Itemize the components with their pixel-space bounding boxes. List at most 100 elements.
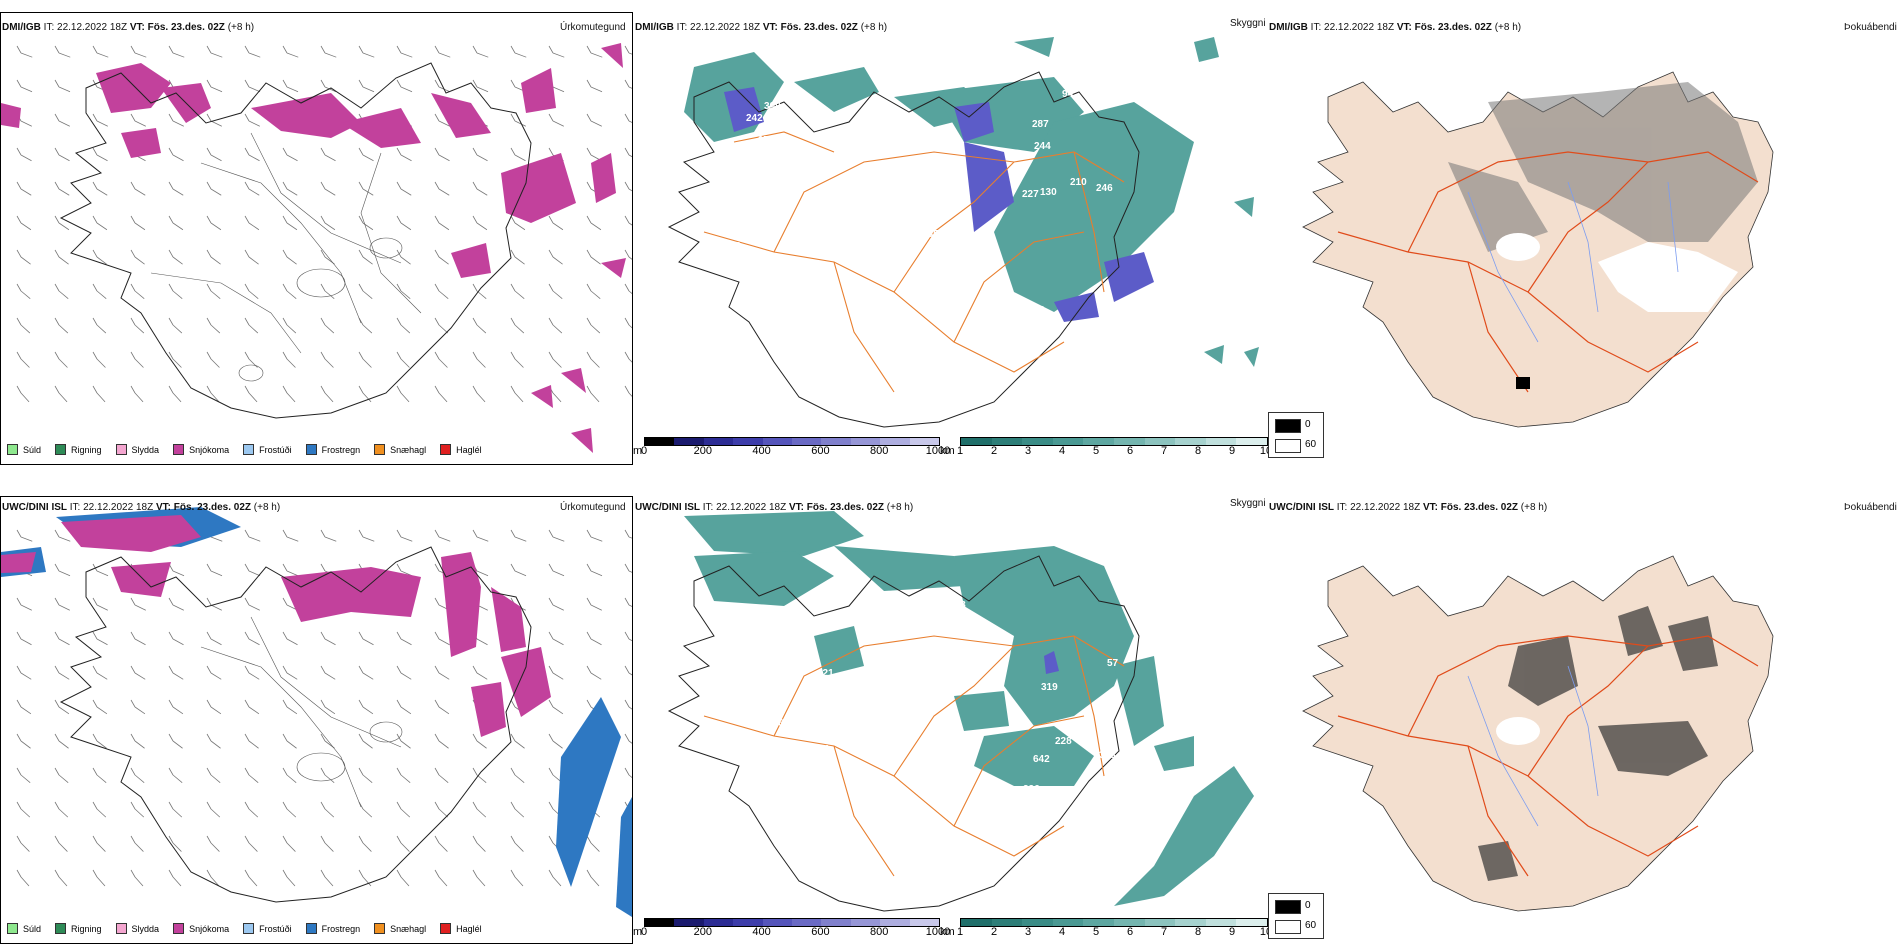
wind-barb bbox=[54, 283, 69, 299]
colorbar-tick: 0 bbox=[640, 926, 648, 938]
visibility-panel-bottom: 319 228 188 236 387 760 695 254 642 57 985 51 404 456… bbox=[634, 496, 1268, 916]
wind-barb bbox=[472, 767, 487, 784]
visibility-value-label: 80 bbox=[836, 133, 848, 144]
wind-barb bbox=[510, 733, 525, 749]
legend-label: Slydda bbox=[131, 444, 160, 455]
wind-barb bbox=[358, 45, 375, 58]
wind-barb bbox=[358, 631, 374, 646]
visibility-panel-top: 244 202 001 261 162 189 170 56 176 130 387 52 227 246… bbox=[634, 12, 1268, 432]
wind-barb bbox=[92, 45, 109, 58]
legend-label: Rigning bbox=[71, 444, 102, 455]
wind-barb bbox=[54, 215, 70, 231]
colorbar-segment bbox=[880, 919, 910, 926]
wind-barb bbox=[130, 733, 145, 749]
wind-barb bbox=[320, 45, 337, 58]
wind-barb bbox=[320, 699, 336, 715]
wind-barb bbox=[244, 79, 261, 93]
visibility-unit-top: km bbox=[940, 445, 955, 457]
wind-barb bbox=[510, 147, 526, 162]
wind-barb bbox=[206, 665, 222, 680]
colorbar-tick: 7 bbox=[1160, 445, 1168, 457]
wind-barb bbox=[244, 181, 260, 196]
precip-legend-bottom: Súld Rigning Slydda Snjókoma Frostúði Frostre… bbox=[7, 923, 482, 934]
wind-barb bbox=[92, 147, 108, 162]
fog-map-bottom bbox=[1302, 555, 1774, 912]
visibility-value-label: 76 bbox=[894, 261, 906, 272]
visibility-value-label: 287 bbox=[1032, 119, 1049, 130]
wind-barb bbox=[548, 45, 565, 58]
wind-barb bbox=[396, 317, 411, 334]
fog-legend-top: 0 60 bbox=[1268, 412, 1324, 458]
wind-barb bbox=[92, 699, 108, 715]
visibility-value-label: 157 bbox=[900, 237, 917, 248]
visibility-value-label: 421 bbox=[817, 668, 834, 679]
wind-barb bbox=[624, 317, 632, 329]
visibility-value-label: 188 bbox=[949, 600, 966, 611]
wind-barb bbox=[586, 835, 600, 852]
visibility-value-label: 130 bbox=[1040, 187, 1057, 198]
wind-barb bbox=[92, 631, 108, 646]
wind-barb bbox=[472, 733, 487, 749]
colorbar-segment bbox=[703, 919, 734, 926]
header-precip-bottom: UWC/DINI ISL IT: 22.12.2022 18Z VT: Fös.… bbox=[2, 502, 281, 513]
visibility-value-label: 254 bbox=[779, 750, 796, 761]
wind-barb bbox=[244, 767, 259, 784]
wind-barb bbox=[282, 631, 298, 646]
fog-roads bbox=[1337, 635, 1759, 877]
wind-barb bbox=[320, 385, 334, 403]
wind-barb bbox=[206, 317, 221, 334]
wind-barb bbox=[434, 529, 451, 542]
wind-barb bbox=[396, 147, 412, 162]
legend-label: Súld bbox=[23, 444, 42, 455]
wind-barb bbox=[206, 835, 220, 852]
wind-barb bbox=[434, 869, 448, 887]
legend-swatch bbox=[305, 444, 317, 455]
wind-barb bbox=[92, 351, 106, 368]
wind-barb bbox=[434, 385, 448, 403]
legend-item: Rigning bbox=[55, 923, 102, 934]
wind-barb bbox=[548, 283, 563, 299]
legend-item: Slydda bbox=[115, 923, 159, 934]
wind-barb bbox=[624, 45, 632, 55]
legend-swatch bbox=[440, 444, 452, 455]
wind-barb bbox=[548, 699, 564, 715]
wind-barb bbox=[130, 385, 144, 403]
legend-item: Snæhagl bbox=[374, 444, 426, 455]
wind-barb bbox=[92, 563, 109, 577]
legend-item: Snjókoma bbox=[173, 444, 229, 455]
wind-barb bbox=[16, 529, 33, 542]
wind-barb bbox=[624, 147, 632, 158]
wind-barb bbox=[624, 181, 632, 192]
wind-barb bbox=[168, 351, 182, 368]
colorbar-segment bbox=[762, 919, 793, 926]
wind-barb bbox=[396, 181, 412, 196]
precip-panel-bottom: Súld Rigning Slydda Snjókoma Frostúði Frostre… bbox=[0, 496, 633, 944]
height-colorbar-bottom bbox=[644, 918, 940, 927]
wind-barb bbox=[244, 45, 261, 58]
panel-title-precip-bottom: Úrkomutegund bbox=[560, 502, 626, 513]
wind-barb bbox=[54, 665, 70, 680]
visibility-value-label: 286 bbox=[767, 718, 784, 729]
wind-barb bbox=[168, 283, 183, 299]
visibility-value-label: 51 bbox=[895, 696, 907, 707]
colorbar-tick: 1 bbox=[956, 445, 964, 457]
iceland-outline bbox=[667, 555, 1140, 912]
colorbar-segment bbox=[733, 919, 763, 926]
wind-barb bbox=[244, 147, 260, 162]
wind-barb bbox=[396, 79, 413, 93]
legend-label: Haglél bbox=[456, 444, 482, 455]
visibility-map-bottom: 319 228 188 236 387 760 695 254 642 57 985 51 404 456… bbox=[667, 511, 1254, 912]
colorbar-segment bbox=[1205, 919, 1237, 926]
wind-barb bbox=[586, 45, 603, 58]
wind-barb bbox=[434, 283, 449, 299]
colorbar-segment bbox=[850, 438, 881, 445]
wind-barb bbox=[510, 113, 526, 127]
wind-barb bbox=[472, 351, 486, 368]
legend-item: Haglél bbox=[440, 923, 482, 934]
visibility-value-label: 001 bbox=[942, 289, 959, 300]
fog-panel-top bbox=[1268, 12, 1900, 432]
header-fog-top: DMI/IGB IT: 22.12.2022 18Z VT: Fös. 23.d… bbox=[1269, 22, 1522, 33]
wind-barb bbox=[130, 181, 146, 196]
wind-barb bbox=[320, 215, 336, 231]
wind-barb bbox=[358, 529, 375, 542]
